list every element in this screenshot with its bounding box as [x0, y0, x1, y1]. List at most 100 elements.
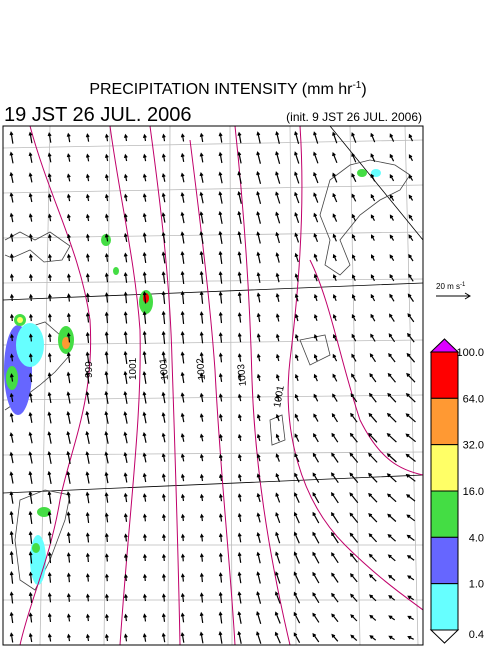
- graticule: [2, 125, 424, 646]
- wind-vector: [47, 431, 52, 444]
- wind-vector: [161, 493, 166, 502]
- wind-vector: [405, 473, 416, 482]
- wind-vector: [199, 572, 204, 583]
- wind-vector: [387, 554, 396, 562]
- wind-vector: [389, 293, 395, 302]
- wind-vector: [199, 270, 204, 284]
- wind-vector: [237, 532, 242, 543]
- wind-vector: [256, 251, 261, 264]
- wind-vector: [47, 313, 52, 322]
- wind-vector: [9, 313, 14, 322]
- colorbar-segment: [430, 490, 459, 538]
- wind-vector: [85, 410, 90, 425]
- wind-vector: [389, 133, 395, 142]
- wind-vector: [180, 612, 185, 623]
- wind-vector: [142, 291, 147, 304]
- wind-vector: [369, 635, 377, 641]
- wind-vector: [104, 252, 109, 262]
- wind-vector: [332, 172, 338, 183]
- wind-vector: [369, 614, 377, 621]
- wind-vector: [104, 633, 109, 642]
- wind-vector: [275, 571, 281, 584]
- wind-vector: [180, 371, 185, 384]
- wind-vector: [218, 393, 223, 402]
- colorbar-segment: [430, 351, 459, 399]
- wind-vector: [293, 591, 301, 604]
- wind-vector: [407, 575, 415, 581]
- wind-vector: [142, 493, 147, 502]
- wind-vector: [256, 373, 261, 382]
- wind-ref-exp: -1: [460, 282, 466, 288]
- wind-vector: [47, 213, 52, 222]
- wind-vector: [313, 314, 318, 322]
- isobar: [149, 125, 181, 646]
- wind-vector: [218, 332, 223, 343]
- wind-vector: [218, 453, 223, 462]
- wind-vector: [142, 271, 147, 284]
- wind-vector: [199, 392, 204, 403]
- wind-vector: [218, 433, 223, 442]
- colorbar-segment: [430, 397, 459, 446]
- wind-vector: [28, 451, 33, 464]
- wind-vector: [9, 530, 14, 545]
- wind-vector: [199, 453, 204, 462]
- wind-vector: [123, 613, 128, 622]
- wind-vector: [331, 613, 339, 623]
- wind-vector: [237, 630, 242, 644]
- wind-vector: [275, 292, 280, 302]
- wind-vector: [218, 311, 223, 324]
- wind-vector: [313, 433, 319, 443]
- coast: [4, 231, 71, 263]
- map-background: [3, 126, 423, 645]
- wind-vector: [66, 491, 71, 504]
- wind-vector: [85, 173, 90, 182]
- wind-vector: [256, 453, 261, 462]
- wind-vector: [66, 253, 71, 262]
- wind-vector: [256, 131, 261, 144]
- wind-vector: [237, 393, 242, 402]
- wind-vector: [47, 273, 52, 282]
- wind-vector: [256, 610, 262, 624]
- wind-vector: [123, 350, 128, 364]
- colorbar-label: 64.0: [463, 393, 484, 405]
- wind-vector: [332, 314, 337, 322]
- wind-vector: [85, 193, 90, 202]
- wind-vector: [331, 633, 339, 642]
- title-end: ): [361, 81, 366, 98]
- isobar-label: 1001: [272, 384, 287, 408]
- wind-vector: [294, 492, 300, 503]
- wind-vector: [28, 192, 33, 203]
- wind-vector: [386, 433, 397, 443]
- wind-vector: [199, 211, 204, 224]
- wind-vector: [256, 473, 261, 482]
- wind-vector: [180, 133, 185, 142]
- wind-vector: [237, 312, 242, 323]
- wind-vector: [28, 551, 33, 564]
- wind-vector: [313, 353, 318, 362]
- wind-vector: [237, 251, 242, 264]
- wind-vector: [199, 473, 204, 482]
- wind-vector: [294, 171, 300, 184]
- title-main: PRECIPITATION INTENSITY (mm hr: [89, 81, 353, 98]
- wind-vector: [256, 333, 261, 342]
- wind-vector: [142, 370, 147, 384]
- wind-vector: [332, 353, 338, 362]
- wind-vector: [389, 174, 395, 182]
- wind-vector: [47, 490, 52, 504]
- wind-vector: [66, 450, 71, 465]
- wind-vector: [142, 472, 147, 483]
- precip-area: [357, 169, 367, 177]
- wind-vector: [104, 471, 109, 484]
- wind-vector: [237, 453, 242, 462]
- wind-vector: [406, 372, 416, 383]
- wind-vector: [161, 310, 166, 325]
- wind-vector: [256, 512, 261, 523]
- wind-vector: [387, 533, 396, 542]
- wind-vector: [237, 291, 242, 304]
- wind-vector: [104, 133, 109, 142]
- wind-vector: [294, 393, 299, 402]
- wind-vector: [218, 151, 223, 164]
- wind-vector: [313, 273, 318, 282]
- wind-vector: [85, 153, 90, 162]
- wind-vector: [370, 313, 376, 322]
